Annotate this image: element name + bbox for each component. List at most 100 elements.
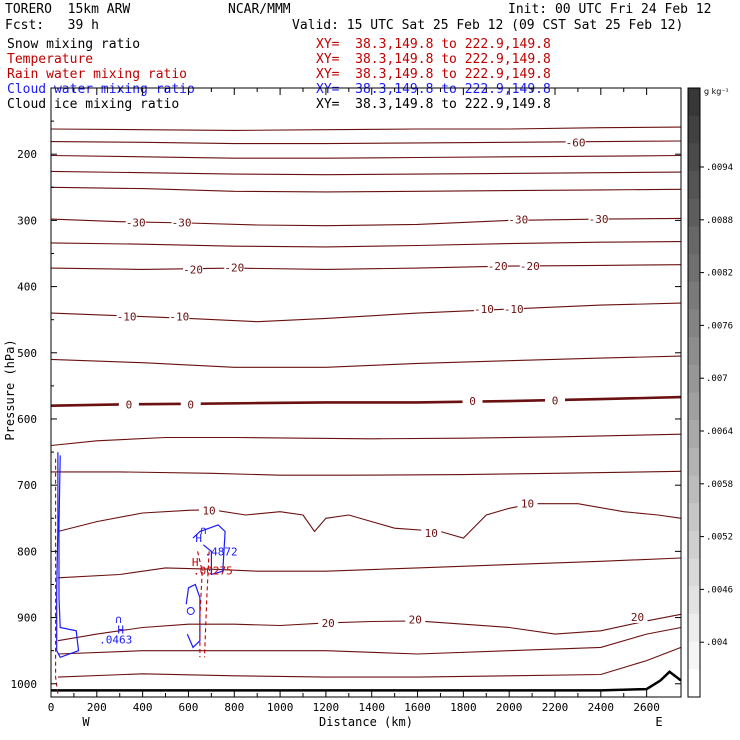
- contour-label: -20: [488, 260, 508, 273]
- contour-label-bg: [462, 395, 483, 408]
- cloud-water-contour: [192, 524, 226, 576]
- colorbar-label: .0082: [706, 269, 733, 279]
- west-label: W: [82, 715, 90, 729]
- colorbar-bin: [688, 669, 700, 698]
- colorbar-bin: [688, 309, 700, 338]
- cloud-water-center: [186, 606, 195, 615]
- cloud-water-label: .0463: [99, 633, 132, 646]
- temperature-contour-13: [57, 503, 682, 539]
- contour-label-bg: [545, 394, 565, 407]
- y-tick-label: 600: [17, 413, 37, 426]
- field-xy-rain: XY= 38.3,149.8 to 222.9,149.8: [316, 67, 551, 82]
- x-tick-label: 1800: [450, 701, 477, 714]
- contour-label: 0: [469, 395, 476, 408]
- contour-label-bg: [473, 303, 494, 316]
- y-tick-label: 400: [17, 281, 37, 294]
- cloud-water-label: ∩: [115, 613, 122, 626]
- contour-label: -60: [566, 136, 586, 149]
- contour-label: 20: [322, 617, 335, 630]
- x-tick-label: 2400: [588, 701, 615, 714]
- colorbar-label: .0046: [706, 585, 733, 595]
- temperature-contour-12: [51, 470, 682, 476]
- field-xy-cloudwater: XY= 38.3,149.8 to 222.9,149.8: [316, 82, 551, 97]
- colorbar-bin: [688, 364, 700, 393]
- colorbar-bin: [688, 226, 700, 255]
- field-label-snow: Snow mixing ratio: [7, 37, 141, 52]
- colorbar-bin: [688, 586, 700, 615]
- temperature-contour-9: [50, 355, 682, 368]
- colorbar: g kg⁻¹ .0094 .0088 .0082 .0076 .007 .0064 .0058…: [687, 87, 733, 698]
- x-tick-label: 1200: [313, 701, 340, 714]
- contour-label-bg: [503, 303, 524, 316]
- colorbar-label: .0088: [706, 216, 733, 226]
- field-xy-cloudice: XY= 38.3,149.8 to 222.9,149.8: [316, 97, 551, 112]
- temperature-contour-11: [50, 433, 682, 447]
- y-tick-label: 300: [17, 214, 37, 227]
- contour-label: 0: [187, 398, 194, 411]
- x-tick-label: 800: [224, 701, 244, 714]
- colorbar-bin: [688, 392, 700, 421]
- temperature-contour-1: [50, 140, 682, 145]
- field-label-cloudwater: Cloud water mixing ratio: [7, 82, 195, 97]
- colorbar-label: .0094: [706, 163, 733, 173]
- colorbar-label: .0076: [706, 321, 733, 331]
- colorbar-bin: [688, 143, 700, 172]
- temperature-contour-0: [50, 126, 682, 131]
- contour-label: -20: [183, 263, 203, 276]
- x-tick-label: 200: [87, 701, 107, 714]
- rain-water-label: .00275: [193, 565, 233, 578]
- contour-label: -30: [172, 216, 192, 229]
- field-label-cloudice: Cloud ice mixing ratio: [7, 97, 180, 112]
- header-fcst: Fcst: 39 h: [5, 18, 99, 33]
- contour-label-bg: [183, 263, 204, 276]
- colorbar-bin: [688, 447, 700, 477]
- contour-label: 0: [552, 394, 559, 407]
- x-tick-label: 2200: [542, 701, 569, 714]
- colorbar-bin: [688, 475, 700, 504]
- colorbar-label: .0064: [706, 427, 733, 437]
- contour-label: -10: [117, 310, 137, 323]
- temperature-contour-16: [57, 626, 682, 655]
- temperature-contour-8: [50, 302, 682, 323]
- contour-label-bg: [487, 260, 508, 273]
- temperature-contour-3: [50, 170, 682, 176]
- rain-water-label: H: [192, 556, 199, 569]
- contour-label-bg: [199, 504, 220, 517]
- temperature-contour-2: [50, 154, 682, 159]
- rain-water-contour: [55, 458, 59, 694]
- contour-label-bg: [588, 213, 609, 226]
- plot-frame: [50, 87, 682, 698]
- cloud-water-contour: [56, 452, 80, 659]
- contour-label: -10: [504, 303, 524, 316]
- colorbar-bin: [688, 530, 700, 560]
- colorbar-label: .004: [706, 638, 728, 648]
- contour-label-bg: [627, 610, 648, 623]
- x-tick-label: 2600: [633, 701, 660, 714]
- x-axis-label: Distance (km): [319, 715, 413, 729]
- colorbar-label: .0058: [706, 480, 733, 490]
- temperature-contour-7: [50, 264, 682, 270]
- x-tick-label: 2000: [496, 701, 523, 714]
- contour-label-bg: [405, 613, 426, 626]
- contour-label-bg: [180, 398, 201, 411]
- rain-water-contour: [197, 551, 203, 658]
- contour-label: -30: [126, 216, 146, 229]
- temperature-contours: [50, 126, 682, 678]
- contour-label: -20: [224, 261, 244, 274]
- contour-label-bg: [508, 213, 529, 226]
- temperature-contour-6: [50, 241, 682, 248]
- field-label-rain: Rain water mixing ratio: [7, 67, 188, 82]
- header-center: NCAR/MMM: [228, 2, 291, 17]
- contour-label: -30: [508, 214, 528, 227]
- contour-label-bg: [125, 216, 146, 229]
- cloud-water-contour: [185, 583, 201, 649]
- colorbar-bin: [688, 254, 700, 283]
- field-xy-snow: XY= 38.3,149.8 to 222.9,149.8: [316, 37, 551, 52]
- temperature-contour-10: [50, 395, 682, 407]
- colorbar-bin: [688, 281, 700, 310]
- contour-labels: -60 -30 -30 -30 -30 -20 -20 -20 -20 -10 -10 -10 -10 0…: [116, 136, 648, 630]
- y-tick-label: 900: [17, 612, 37, 625]
- x-tick-label: 0: [48, 701, 55, 714]
- east-label: E: [655, 715, 662, 729]
